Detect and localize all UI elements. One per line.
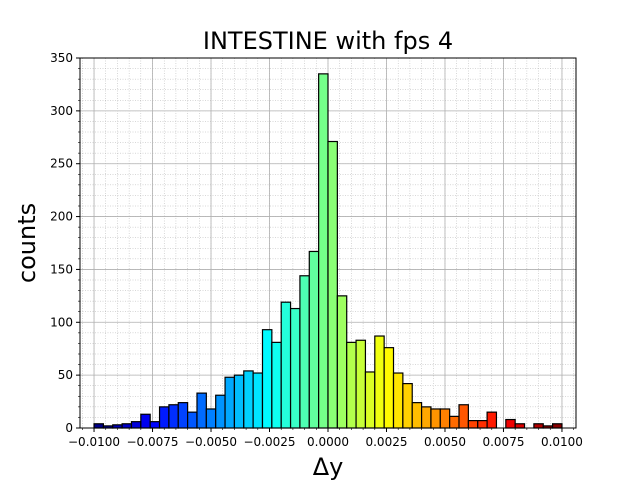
histogram-bar [346,341,357,429]
y-tick-label: 50 [58,368,73,382]
histogram-bar [158,406,170,429]
histogram-bar [374,335,385,429]
histogram-bar [411,402,423,429]
chart-title: INTESTINE with fps 4 [203,27,453,55]
x-axis-ticks: −0.0100 −0.0075 −0.0050 −0.0025 0.0000 0.0025… [68,428,583,449]
histogram-bar [318,73,329,429]
histogram-bar [289,307,301,429]
histogram-bar [458,404,469,429]
histogram-bar [449,415,460,429]
histogram-bar [215,394,226,429]
y-tick-label: 200 [50,210,73,224]
y-tick-label: 300 [50,104,73,118]
histogram-bar [420,406,432,429]
histogram-bar [355,339,367,429]
histogram-bar [327,140,338,429]
histogram-bar [402,383,413,429]
x-tick-label: −0.0050 [185,435,237,449]
histogram-bar [168,404,179,429]
histogram-bar [93,423,104,429]
histogram-bar [336,295,348,429]
x-axis-label: Δy [313,453,344,480]
x-tick-label: 0.0100 [541,435,583,449]
histogram-bar [187,411,198,429]
histogram-bar [383,347,395,429]
y-axis-ticks: 0 50 100 150 200 250 300 350 [50,51,80,435]
histogram-bar [505,418,516,429]
histogram-bar [533,423,544,429]
histogram-bar [514,423,526,429]
histogram-bar [121,423,133,429]
histogram-bar [467,420,479,429]
histogram-bar [233,374,245,429]
histogram-bar [149,421,161,429]
x-tick-label: −0.0100 [68,435,120,449]
x-tick-label: 0.0000 [307,435,349,449]
histogram-bar [252,372,264,429]
y-tick-label: 250 [50,157,73,171]
x-tick-label: 0.0025 [365,435,407,449]
histogram-bar [308,250,320,429]
histogram-bar [177,402,189,429]
histogram-bar [271,341,282,429]
x-tick-label: 0.0075 [482,435,524,449]
y-tick-label: 100 [50,315,73,329]
histogram-bar [280,301,292,429]
y-axis-label: counts [13,203,41,283]
y-tick-label: 150 [50,262,73,276]
histogram-bar [552,423,563,429]
histogram-bar [205,408,217,429]
histogram-bar [299,275,310,429]
histogram-bar [477,420,488,429]
histogram-bar [130,421,142,429]
histogram-bar [364,371,376,429]
histogram-bar [140,413,151,429]
y-tick-label: 350 [50,51,73,65]
histogram-bar [439,408,451,429]
histogram-bar [261,329,273,429]
x-tick-label: 0.0050 [424,435,466,449]
histogram-bar [486,411,498,429]
y-tick-label: 0 [65,421,73,435]
x-tick-label: −0.0075 [127,435,179,449]
histogram-bar [430,408,441,429]
histogram-bar [392,372,404,429]
x-tick-label: −0.0025 [243,435,295,449]
histogram-bar [224,376,236,429]
histogram-bar [196,392,207,429]
histogram-bar [243,370,254,429]
